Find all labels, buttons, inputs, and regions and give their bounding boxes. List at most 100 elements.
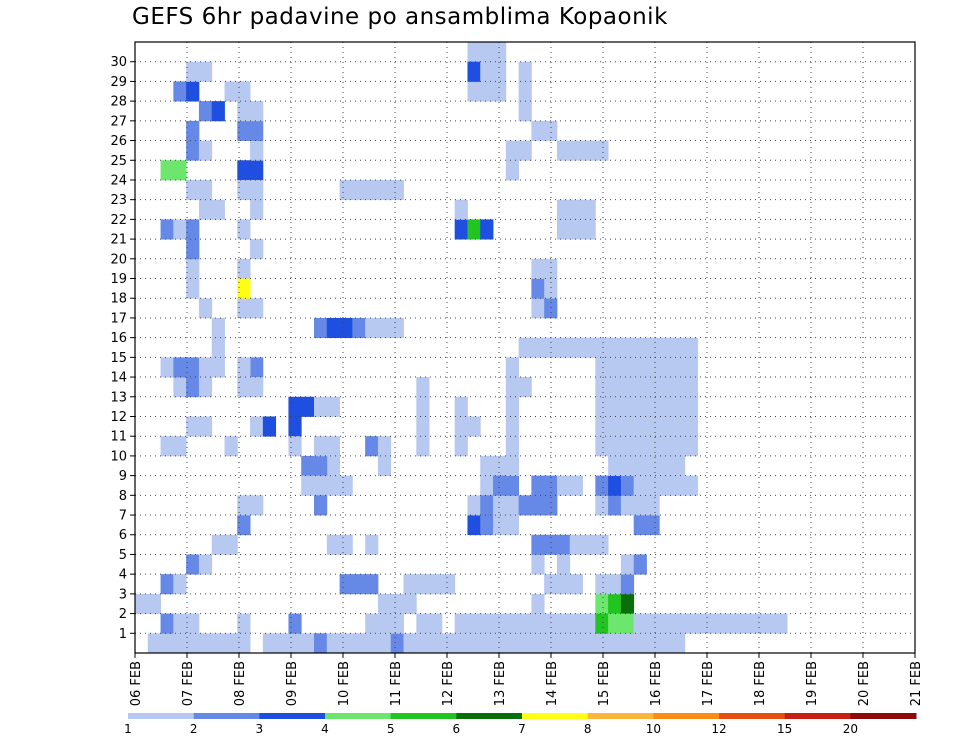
legend-label: 2 bbox=[190, 722, 198, 736]
x-tick-label: 10 FEB bbox=[337, 661, 352, 706]
heatmap-cell bbox=[326, 396, 340, 417]
heatmap-cell bbox=[326, 534, 340, 555]
heatmap-cell bbox=[672, 455, 686, 477]
heatmap-cell bbox=[620, 633, 635, 654]
heatmap-cell bbox=[582, 337, 596, 358]
color-legend: 1 2 3 4 5 6 7 8 10 12 15 20 bbox=[124, 713, 917, 736]
heatmap-cell bbox=[672, 337, 686, 358]
heatmap-cell bbox=[160, 574, 174, 595]
heatmap-cell bbox=[556, 199, 571, 220]
x-tick-label: 17 FEB bbox=[701, 661, 716, 706]
heatmap-cell bbox=[403, 593, 417, 614]
heatmap-cell bbox=[672, 475, 686, 496]
heatmap-cell bbox=[633, 613, 647, 634]
heatmap-cell bbox=[761, 613, 775, 634]
legend-label: 15 bbox=[777, 722, 792, 736]
heatmap-cell bbox=[684, 416, 699, 437]
heatmap-cell bbox=[569, 534, 583, 555]
heatmap-cell bbox=[237, 160, 251, 181]
heatmap-cell bbox=[569, 337, 583, 358]
heatmap-cell bbox=[314, 317, 328, 339]
heatmap-cell bbox=[480, 495, 494, 516]
heatmap-cell bbox=[556, 534, 571, 555]
heatmap-cell bbox=[454, 396, 468, 417]
legend-label: 10 bbox=[646, 722, 661, 736]
legend-label: 1 bbox=[124, 722, 132, 736]
heatmap-cell bbox=[569, 613, 583, 634]
heatmap-cell bbox=[608, 377, 622, 398]
heatmap-cell bbox=[505, 436, 520, 457]
heatmap-cell bbox=[608, 475, 622, 496]
heatmap-cell bbox=[620, 396, 635, 417]
heatmap-cell bbox=[672, 396, 686, 417]
legend-swatch bbox=[259, 713, 326, 719]
y-tick-label: 4 bbox=[119, 568, 127, 583]
heatmap-cell bbox=[390, 613, 404, 634]
heatmap-cell bbox=[186, 219, 200, 240]
heatmap-cell bbox=[186, 239, 200, 260]
heatmap-cell bbox=[211, 199, 225, 220]
heatmap-cell bbox=[429, 633, 443, 654]
heatmap-cell bbox=[237, 613, 251, 634]
heatmap-cell bbox=[672, 416, 686, 437]
heatmap-cell bbox=[608, 436, 622, 457]
heatmap-cell bbox=[620, 337, 635, 358]
heatmap-cell bbox=[160, 357, 174, 378]
heatmap-cell bbox=[160, 160, 174, 181]
heatmap-cell bbox=[173, 219, 187, 240]
heatmap-cell bbox=[416, 377, 430, 398]
x-tick-label: 06 FEB bbox=[129, 661, 144, 706]
heatmap-cell bbox=[288, 613, 302, 634]
heatmap-cell bbox=[454, 436, 468, 457]
heatmap-cell bbox=[365, 613, 379, 634]
y-tick-label: 29 bbox=[110, 75, 127, 90]
y-tick-label: 28 bbox=[110, 95, 127, 110]
heatmap-cell bbox=[620, 377, 635, 398]
heatmap-cell bbox=[646, 515, 660, 536]
y-tick-label: 3 bbox=[119, 587, 127, 602]
heatmap-cell bbox=[531, 534, 545, 555]
heatmap-cell bbox=[544, 120, 558, 141]
heatmap-cell bbox=[288, 396, 302, 417]
heatmap-cell bbox=[416, 396, 430, 417]
legend-swatch bbox=[456, 713, 523, 719]
legend-label: 7 bbox=[518, 722, 526, 736]
heatmap-cell bbox=[160, 633, 174, 654]
legend-label: 5 bbox=[387, 722, 395, 736]
y-tick-label: 8 bbox=[119, 489, 127, 504]
heatmap-cell bbox=[224, 436, 238, 457]
heatmap-cell bbox=[186, 377, 200, 398]
heatmap-cell bbox=[173, 436, 187, 457]
heatmap-cell bbox=[493, 42, 507, 63]
heatmap-cell bbox=[352, 633, 366, 654]
heatmap-cell bbox=[518, 81, 532, 102]
y-tick-label: 14 bbox=[110, 371, 127, 386]
heatmap-cell bbox=[186, 81, 200, 102]
heatmap-cell bbox=[198, 633, 213, 654]
heatmap-cell bbox=[518, 101, 532, 122]
y-tick-label: 15 bbox=[110, 351, 127, 366]
heatmap-cell bbox=[646, 633, 660, 654]
heatmap-cell bbox=[326, 455, 340, 477]
heatmap-cell bbox=[198, 554, 213, 575]
legend-swatch bbox=[128, 713, 195, 719]
heatmap-cell bbox=[493, 475, 507, 496]
y-tick-label: 23 bbox=[110, 193, 127, 208]
legend-swatch bbox=[193, 713, 260, 719]
heatmap-cell bbox=[173, 574, 187, 595]
heatmap-cell bbox=[684, 475, 699, 496]
heatmap-cell bbox=[518, 633, 532, 654]
heatmap-cell bbox=[620, 554, 635, 575]
heatmap-cell bbox=[186, 61, 200, 82]
heatmap-cell bbox=[735, 613, 750, 634]
heatmap-cell bbox=[237, 298, 251, 319]
heatmap-cell bbox=[505, 515, 520, 536]
heatmap-cell bbox=[620, 455, 635, 477]
heatmap-cell bbox=[250, 199, 264, 220]
heatmap-cell bbox=[160, 613, 174, 634]
legend-label: 6 bbox=[453, 722, 461, 736]
x-tick-label: 11 FEB bbox=[389, 661, 404, 706]
heatmap-cell bbox=[377, 317, 392, 339]
heatmap-cell bbox=[544, 613, 558, 634]
heatmap-cell bbox=[416, 633, 430, 654]
